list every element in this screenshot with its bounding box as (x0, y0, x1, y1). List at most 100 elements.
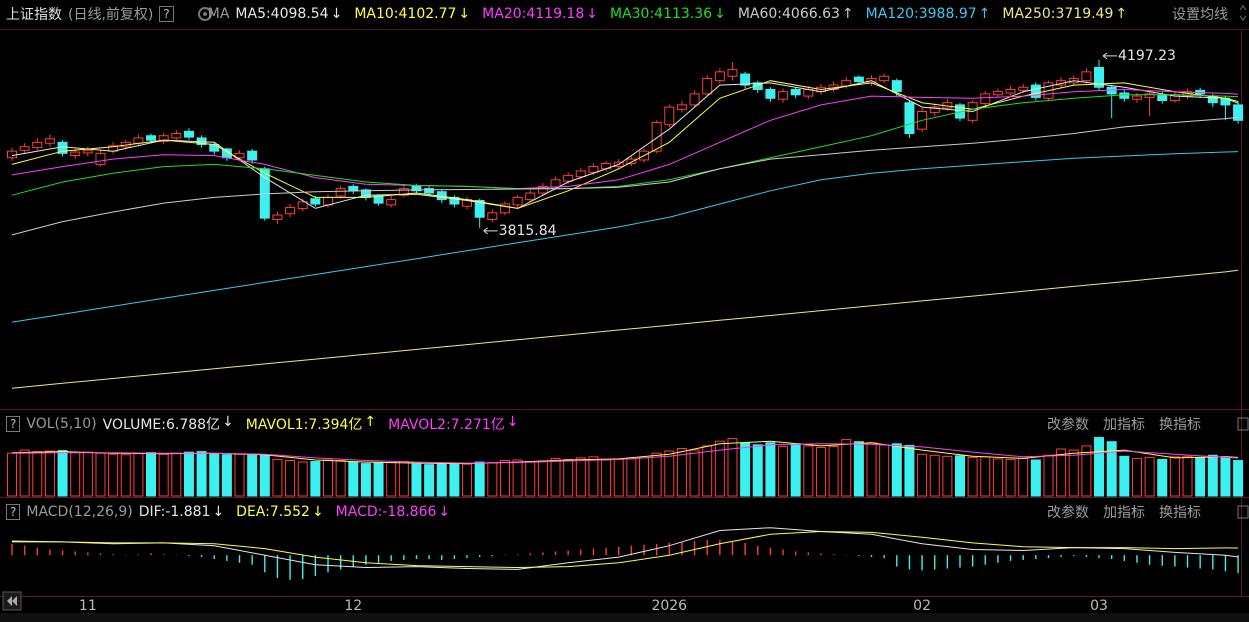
candle-body (158, 135, 169, 142)
settings-button[interactable]: 设置均线 (1172, 7, 1228, 23)
candle-body (714, 71, 725, 82)
volume-bar (259, 454, 270, 497)
volume-bar (790, 443, 801, 497)
indicator-line (12, 530, 1239, 569)
candle-body (929, 106, 940, 113)
candle-body (411, 185, 422, 192)
volume-bar (525, 461, 536, 497)
candle-body (348, 185, 359, 192)
button[interactable]: 加指标 (1103, 505, 1145, 521)
candle-body (563, 174, 574, 182)
button[interactable]: 换指标 (1159, 417, 1201, 433)
button[interactable]: 改参数 (1047, 417, 1089, 433)
candle-body (727, 69, 738, 77)
volume-bar (689, 449, 700, 497)
volume-bar (133, 453, 144, 497)
candle-body (32, 141, 43, 149)
candle-body (285, 207, 296, 215)
ma-button[interactable]: MA (207, 6, 230, 22)
candle-body (537, 185, 548, 194)
volume-bar (537, 460, 548, 497)
volume-bar (436, 463, 447, 497)
indicator-title: VOL(5,10) (26, 416, 97, 432)
candle-body (702, 77, 713, 95)
subtitle: (日线,前复权) (68, 7, 154, 23)
candle-body (373, 195, 384, 204)
candle-body (499, 203, 510, 214)
volume-bar (992, 458, 1003, 497)
scroll-left[interactable] (2, 591, 22, 611)
legend-item: MA250:3719.49 (1002, 6, 1114, 22)
trend-arrow: ↓ (330, 6, 343, 22)
volume-bar (1094, 437, 1105, 497)
volume-bar (285, 459, 296, 497)
candle-body (335, 188, 346, 197)
button[interactable]: 改参数 (1047, 505, 1089, 521)
legend: VOLUME:6.788亿 ↓ MAVOL1:7.394亿 ↑ MAVOL2:7.271… (103, 414, 531, 434)
x-tick-label: 12 (344, 598, 362, 614)
volume-bar (57, 450, 68, 497)
vol-buttons: 改参数 加指标 换指标 (1047, 414, 1201, 434)
candle-body (904, 102, 915, 135)
button[interactable]: 换指标 (1159, 505, 1201, 521)
candle-body (171, 133, 182, 139)
candle-body (70, 151, 81, 157)
settings-icon[interactable] (198, 7, 212, 21)
icon (1237, 417, 1249, 431)
volume-bar (879, 444, 890, 497)
help[interactable]: ? (6, 416, 21, 432)
candle-body (272, 214, 283, 220)
indicator-line (11, 440, 1239, 465)
volume-bar (1169, 456, 1180, 497)
volume-bar (348, 461, 359, 497)
volume-bar (209, 453, 220, 497)
candle-body (879, 75, 890, 82)
volume-bar (108, 453, 119, 497)
icon (203, 12, 207, 16)
volume-bar (563, 458, 574, 497)
button[interactable]: 加指标 (1103, 417, 1145, 433)
volume-bar (82, 451, 93, 497)
volume-bar (778, 445, 789, 497)
volume-bar (1068, 449, 1079, 497)
volume-bar (171, 452, 182, 497)
candle-body (146, 135, 157, 141)
icon (7, 596, 12, 606)
indicator-title: MACD(12,26,9) (26, 504, 133, 520)
volume-bar (929, 454, 940, 497)
volume-bar (1056, 448, 1067, 497)
volume-bar (626, 458, 637, 497)
volume-bar (1005, 458, 1016, 497)
volume-bar (866, 442, 877, 497)
candle-body (664, 106, 675, 126)
candle-body (19, 146, 30, 151)
volume-bar (7, 452, 17, 497)
volume-bar (373, 462, 384, 497)
candle-body (310, 198, 321, 205)
trend-arrow: ↑ (841, 6, 854, 22)
icon (1237, 505, 1249, 519)
volume-bar (183, 451, 194, 497)
volume-bar (828, 445, 839, 497)
candle-body (550, 179, 561, 188)
volume-bar (1182, 455, 1193, 497)
tab-bar (0, 613, 1249, 622)
candle-body (588, 166, 599, 173)
value-label: VOLUME:6.788亿 (102, 417, 221, 433)
candle-body (980, 93, 991, 105)
volume-bar (158, 453, 169, 497)
volume-bar (386, 462, 397, 497)
help[interactable]: ? (159, 6, 174, 22)
help[interactable]: ? (6, 504, 21, 520)
candle-body (1233, 104, 1244, 121)
toggle-icon[interactable] (1237, 5, 1249, 519)
x-tick-label: 11 (79, 598, 97, 614)
legend-item: DEA:7.552 (236, 504, 310, 520)
candle-body (1119, 92, 1130, 99)
x-tick-label: 2026 (651, 598, 687, 614)
candle-body (891, 80, 902, 93)
volume-bar (980, 456, 991, 497)
volume-bar (702, 445, 713, 497)
